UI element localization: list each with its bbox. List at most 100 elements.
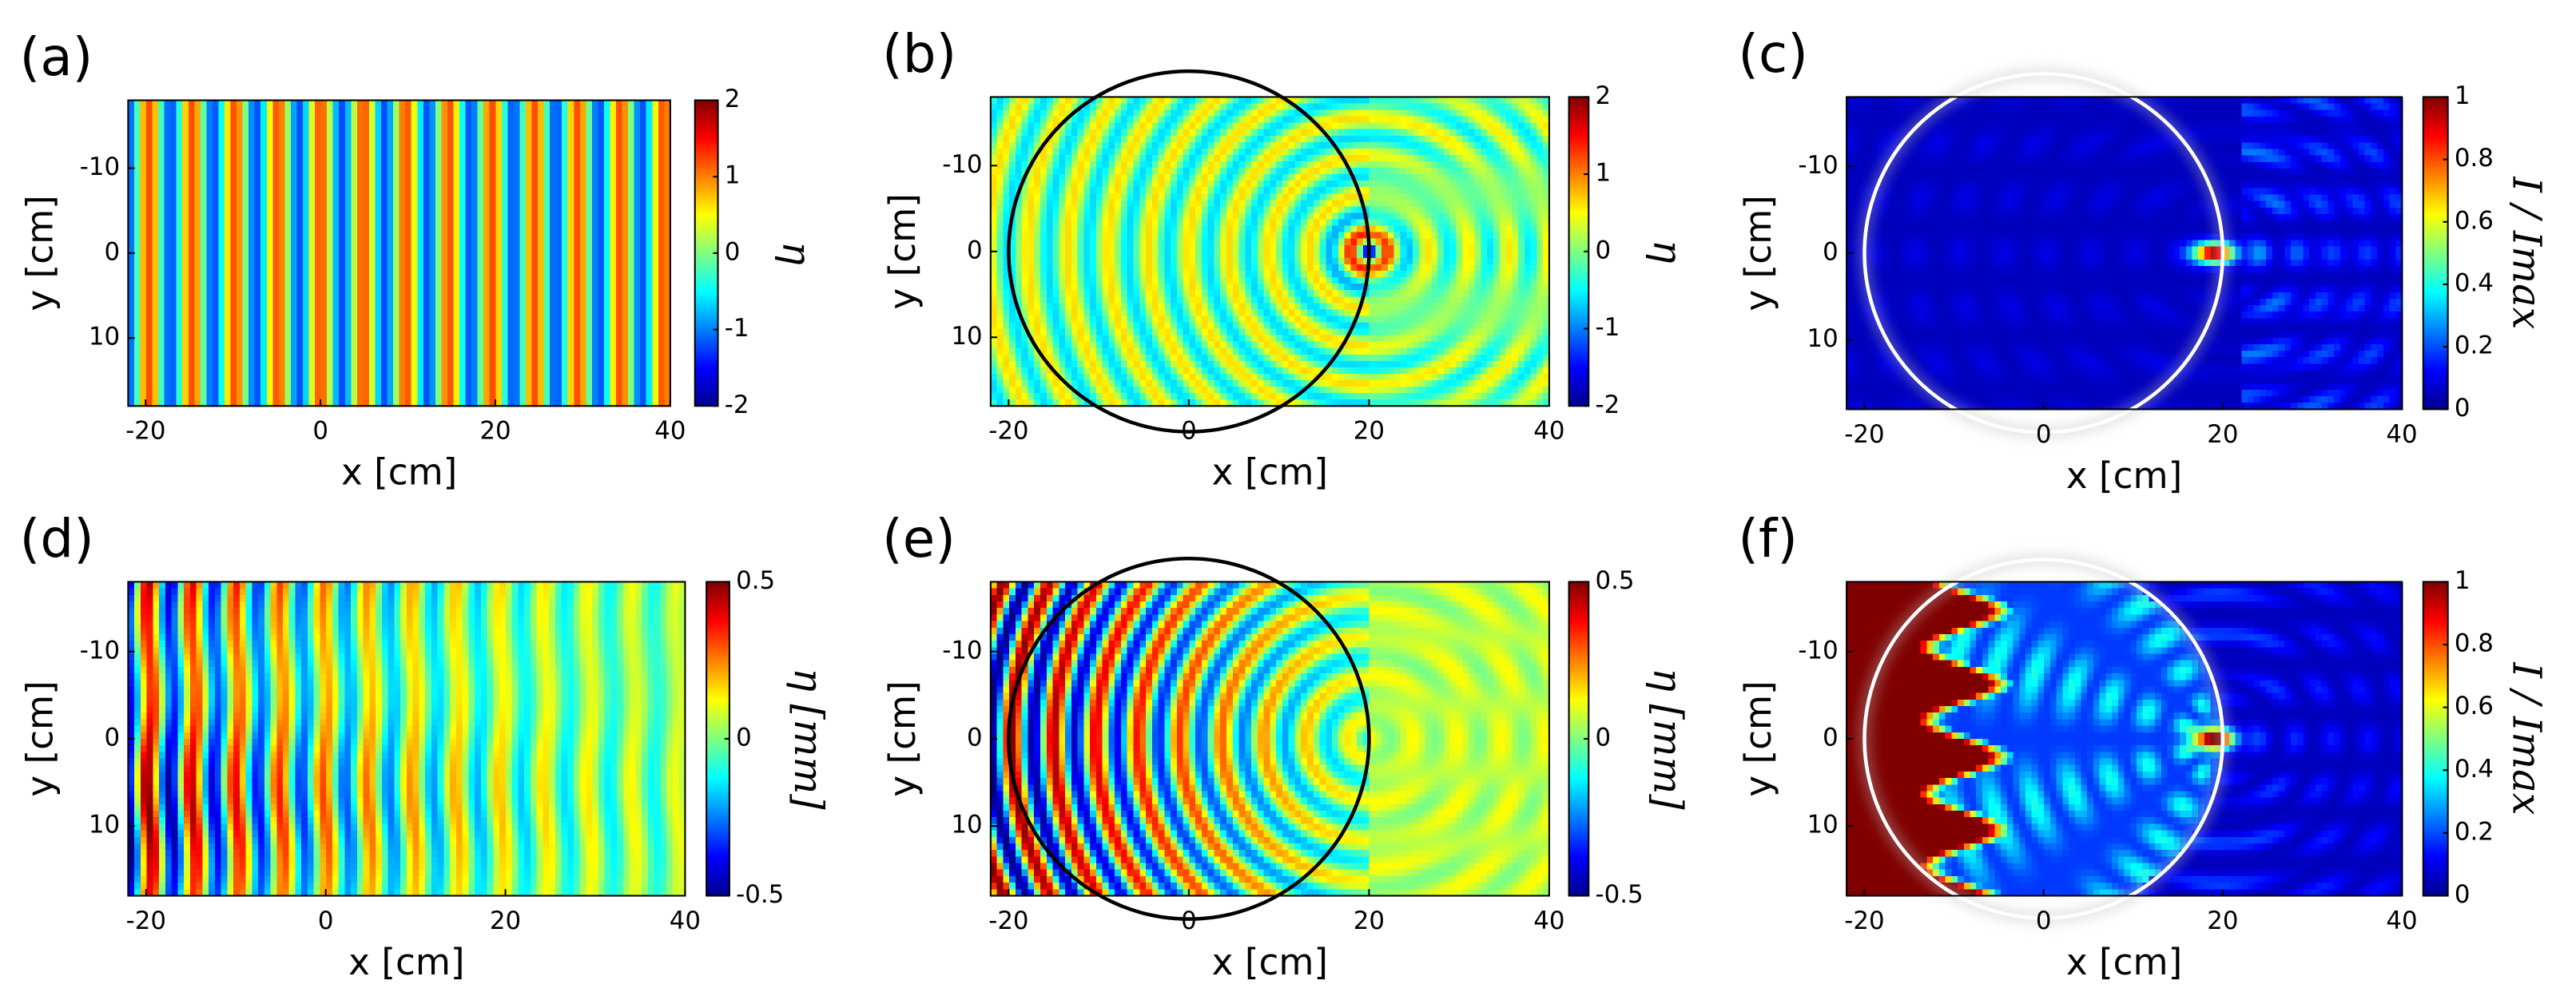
field-cell [519,279,527,286]
field-cell [466,380,473,387]
field-cell [315,196,322,203]
field-cell [345,311,352,318]
field-cell [231,323,238,331]
field-cell [411,343,419,350]
field-cell [146,113,153,120]
field-cell [146,145,153,152]
field-cell [562,393,569,400]
field-cell [357,343,364,350]
field-cell [556,272,563,280]
field-cell [652,323,659,331]
field-cell [580,323,587,331]
field-cell [248,189,256,196]
field-cell [351,189,358,196]
field-cell [128,234,135,241]
field-cell [321,132,328,139]
field-cell [1022,149,1029,156]
field-cell [327,138,334,145]
field-cell [218,228,225,235]
field-cell [640,196,647,203]
field-cell [345,266,352,273]
field-cell [291,336,298,343]
field-cell [315,330,322,337]
field-cell [586,221,593,228]
field-cell [598,208,605,216]
field-cell [507,374,515,381]
field-cell [333,138,340,145]
field-cell [441,113,448,120]
field-cell [538,330,545,337]
field-cell [345,157,352,165]
field-cell [255,279,262,286]
field-cell [598,215,605,222]
field-cell [177,317,184,324]
field-cell [544,164,551,171]
field-cell [1065,103,1072,110]
field-cell [357,208,364,216]
x-tick-label: 20 [479,417,511,446]
field-cell [1065,187,1072,194]
field-cell [574,330,581,337]
field-cell [1040,232,1047,240]
field-cell [616,367,623,375]
field-cell [381,361,388,368]
field-cell [357,330,364,337]
field-cell [375,177,382,184]
field-cell [393,253,400,260]
field-cell [580,234,587,241]
field-cell [1016,239,1023,246]
field-cell [400,330,407,337]
field-cell [586,234,593,241]
field-cell [646,164,654,171]
field-cell [225,266,232,273]
field-cell [646,234,654,241]
field-cell [495,323,503,331]
field-cell [315,234,322,241]
field-cell [453,170,460,177]
field-cell [309,317,316,324]
field-cell [201,164,208,171]
field-cell [393,164,400,171]
field-cell [423,311,431,318]
field-cell [634,279,642,286]
field-cell [194,279,201,286]
field-cell [315,311,322,318]
field-cell [574,170,581,177]
field-cell [291,298,298,305]
field-cell [447,170,455,177]
field-cell [490,202,497,209]
field-cell [526,145,533,152]
field-cell [622,393,630,400]
field-cell [315,253,322,260]
field-cell [345,145,352,152]
field-cell [507,157,515,165]
y-axis-label: y [cm] [18,195,61,311]
field-cell [363,279,370,286]
field-cell [363,101,370,108]
field-cell [255,138,262,145]
field-cell [182,106,189,113]
field-cell [652,177,659,184]
field-cell [495,101,503,108]
field-cell [345,151,352,158]
field-cell [580,272,587,280]
field-cell [1009,168,1016,175]
field-cell [158,380,165,387]
field-cell [640,380,647,387]
field-cell [201,215,208,222]
field-cell [182,240,189,248]
field-cell [201,132,208,139]
field-cell [598,311,605,318]
field-cell [592,189,599,196]
field-cell [333,355,340,362]
field-cell [1009,155,1016,162]
field-cell [405,228,412,235]
field-cell [177,253,184,260]
field-cell [248,298,256,305]
field-cell [279,113,286,120]
field-cell [177,177,184,184]
field-cell [333,298,340,305]
field-cell [502,119,509,126]
field-cell [538,361,545,368]
field-cell [562,380,569,387]
